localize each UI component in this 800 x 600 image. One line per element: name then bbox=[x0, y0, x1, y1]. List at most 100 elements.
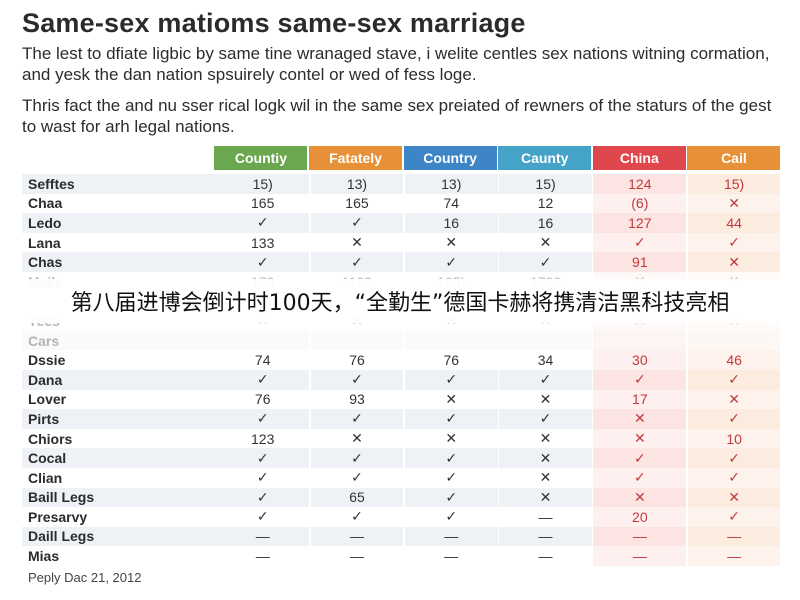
table-row: Chiors 123 ✕ ✕ ✕ ✕ 10 bbox=[22, 428, 782, 449]
table-cell: ✓ bbox=[310, 409, 404, 429]
table-cell: ✓ bbox=[499, 252, 592, 272]
table-cell: ✕ bbox=[593, 487, 687, 508]
table-cell: 15) bbox=[687, 174, 781, 194]
table-cell: ✓ bbox=[687, 448, 781, 468]
table-cell: — bbox=[216, 546, 310, 566]
table-cell: ✓ bbox=[216, 507, 310, 527]
header-spacer bbox=[22, 146, 214, 170]
table-cell: — bbox=[310, 546, 404, 566]
table-cell: ✓ bbox=[404, 467, 498, 488]
table-cell: ✕ bbox=[499, 389, 592, 410]
table-row: Lover 76 93 ✕ ✕ 17 ✕ bbox=[22, 389, 782, 410]
table-row: Dssie 74 76 76 34 30 46 bbox=[22, 350, 782, 370]
table-cell bbox=[310, 330, 404, 351]
table-cell: 133 bbox=[216, 232, 310, 253]
table-cell: — bbox=[216, 526, 310, 547]
overlay-caption-banner: 第八届进博会倒计时100天，“全勤生”德国卡赫将携清洁黑科技亮相 bbox=[0, 279, 800, 323]
table-cell: ✓ bbox=[216, 409, 310, 429]
table-cell: 20 bbox=[593, 507, 687, 527]
table-cell: ✓ bbox=[593, 467, 687, 488]
column-header: Cail bbox=[687, 146, 781, 170]
table-cell: 12 bbox=[499, 193, 592, 214]
table-row: Chas ✓ ✓ ✓ ✓ 91 ✕ bbox=[22, 252, 782, 272]
table-cell: ✓ bbox=[593, 369, 687, 390]
table-row: Lana 133 ✕ ✕ ✕ ✓ ✓ bbox=[22, 232, 782, 253]
table-cell: — bbox=[593, 526, 687, 547]
table-cell: — bbox=[687, 546, 781, 566]
table-row: Chaa 165 165 74 12 (6) ✕ bbox=[22, 193, 782, 214]
table-cell: ✓ bbox=[499, 409, 592, 429]
table-cell: ✓ bbox=[310, 369, 404, 390]
row-label: Clian bbox=[22, 467, 217, 488]
table-cell: ✓ bbox=[687, 507, 781, 527]
table-cell: ✓ bbox=[216, 213, 310, 233]
table-cell: ✓ bbox=[404, 252, 498, 272]
table-cell: ✕ bbox=[593, 428, 687, 449]
table-cell: ✓ bbox=[404, 507, 498, 527]
column-header: Caunty bbox=[498, 146, 592, 170]
table-row: Cars bbox=[22, 330, 782, 351]
table-cell bbox=[687, 330, 781, 351]
table-cell: 165 bbox=[310, 193, 404, 214]
footer-date: Peply Dac 21, 2012 bbox=[28, 570, 142, 585]
table-cell: ✓ bbox=[593, 448, 687, 468]
table-cell bbox=[216, 330, 310, 351]
table-cell: 13) bbox=[404, 174, 498, 194]
table-cell: ✕ bbox=[310, 232, 404, 253]
column-header: China bbox=[592, 146, 686, 170]
row-label: Mias bbox=[22, 546, 217, 566]
table-cell: 46 bbox=[687, 350, 781, 370]
row-label: Cars bbox=[22, 330, 217, 351]
table-row: Ledo ✓ ✓ 16 16 127 44 bbox=[22, 213, 782, 233]
table-cell: 76 bbox=[310, 350, 404, 370]
table-row: Pirts ✓ ✓ ✓ ✓ ✕ ✓ bbox=[22, 409, 782, 429]
table-cell: ✕ bbox=[687, 389, 781, 410]
table-cell: — bbox=[499, 546, 592, 566]
row-label: Chaa bbox=[22, 193, 217, 214]
table-cell: 17 bbox=[593, 389, 687, 410]
comparison-table: Countiy Fatately Country Caunty China Cail Se… bbox=[22, 146, 782, 566]
table-cell: 15) bbox=[216, 174, 310, 194]
table-cell: 127 bbox=[593, 213, 687, 233]
table-row: Mias — — — — — — bbox=[22, 546, 782, 566]
table-cell: — bbox=[404, 526, 498, 547]
table-row: Sefftes 15) 13) 13) 15) 124 15) bbox=[22, 174, 782, 194]
table-cell: 10 bbox=[687, 428, 781, 449]
table-cell: ✕ bbox=[687, 193, 781, 214]
table-cell: (6) bbox=[593, 193, 687, 214]
table-cell bbox=[499, 330, 592, 351]
second-paragraph: Thris fact the and nu sser rical logk wi… bbox=[22, 96, 772, 136]
table-cell: ✓ bbox=[310, 252, 404, 272]
table-cell: ✓ bbox=[310, 467, 404, 488]
table-cell: ✓ bbox=[310, 213, 404, 233]
row-label: Sefftes bbox=[22, 174, 217, 194]
table-cell: 65 bbox=[310, 487, 404, 508]
table-cell: 76 bbox=[216, 389, 310, 410]
table-cell: ✓ bbox=[216, 487, 310, 508]
table-cell: 15) bbox=[499, 174, 592, 194]
table-cell: ✓ bbox=[404, 448, 498, 468]
table-cell: ✕ bbox=[499, 467, 592, 488]
table-cell: ✕ bbox=[687, 487, 781, 508]
table-row: Presarvy ✓ ✓ ✓ —20 ✓ bbox=[22, 507, 782, 527]
column-header: Countiy bbox=[214, 146, 308, 170]
table-cell: 91 bbox=[593, 252, 687, 272]
table-cell: ✓ bbox=[310, 507, 404, 527]
table-cell: 13) bbox=[310, 174, 404, 194]
table-cell: ✓ bbox=[404, 369, 498, 390]
row-label: Presarvy bbox=[22, 507, 217, 527]
table-cell: ✕ bbox=[404, 428, 498, 449]
table-cell: ✓ bbox=[310, 448, 404, 468]
table-cell: 93 bbox=[310, 389, 404, 410]
table-cell: — bbox=[310, 526, 404, 547]
table-cell: 124 bbox=[593, 174, 687, 194]
table-cell bbox=[404, 330, 498, 351]
row-label: Ledo bbox=[22, 213, 217, 233]
table-cell: — bbox=[687, 526, 781, 547]
table-cell: 74 bbox=[404, 193, 498, 214]
table-cell: ✕ bbox=[404, 389, 498, 410]
row-label: Chiors bbox=[22, 428, 217, 449]
row-label: Cocal bbox=[22, 448, 217, 468]
table-cell: ✓ bbox=[404, 487, 498, 508]
table-cell bbox=[593, 330, 687, 351]
